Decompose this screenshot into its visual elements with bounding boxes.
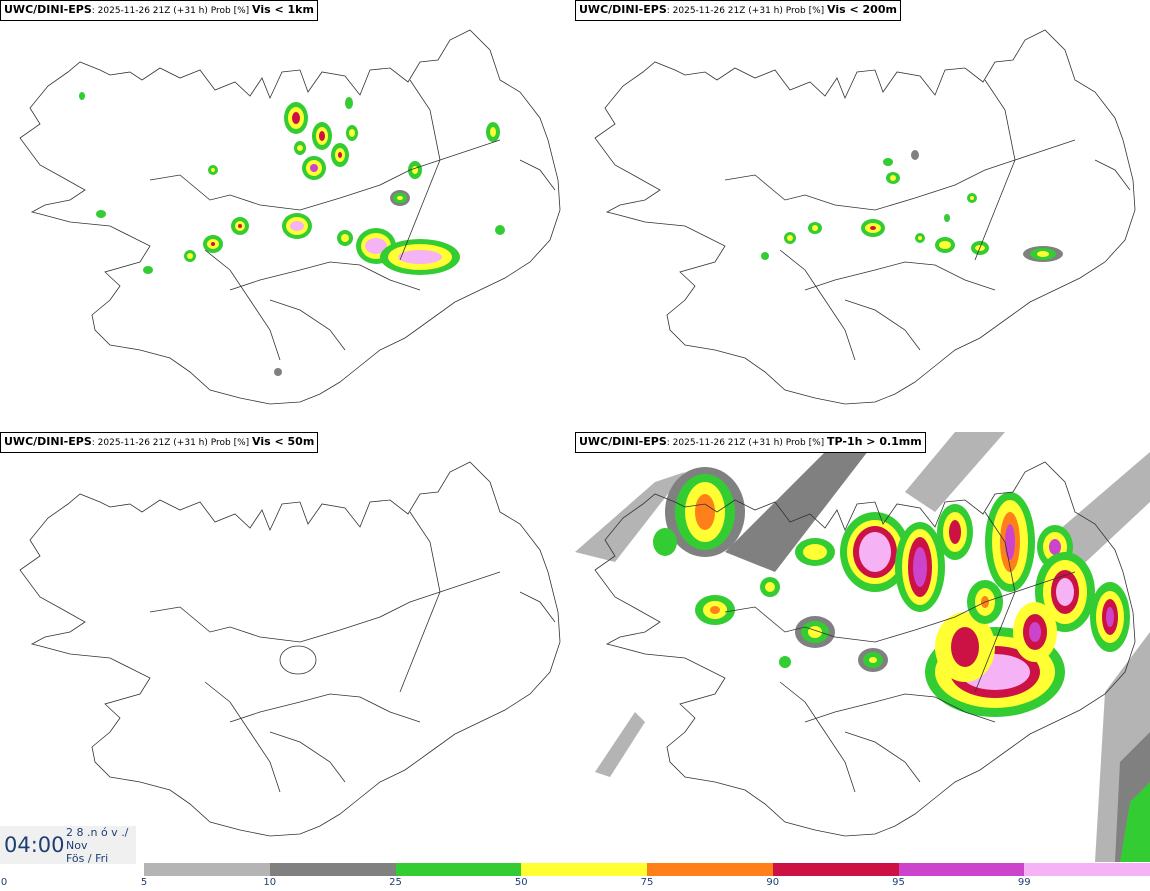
iceland-map bbox=[575, 432, 1150, 862]
map-panel-vis-50m: UWC/DINI-EPS: 2025-11-26 21Z (+31 h) Pro… bbox=[0, 432, 575, 864]
panel-title: UWC/DINI-EPS: 2025-11-26 21Z (+31 h) Pro… bbox=[0, 0, 318, 21]
panel-title: UWC/DINI-EPS: 2025-11-26 21Z (+31 h) Pro… bbox=[575, 0, 901, 21]
iceland-map bbox=[19, 461, 561, 837]
valid-time-clock: 04:00 bbox=[4, 833, 65, 857]
colorbar-segment bbox=[772, 863, 899, 876]
colorbar-tick-label: 95 bbox=[892, 877, 905, 888]
probability-blobs bbox=[761, 150, 1063, 262]
colorbar-ticks: 0 5 10 25 50 75 90 95 99 bbox=[0, 877, 1150, 891]
colorbar-tick-label: 75 bbox=[640, 877, 654, 888]
colorbar-segment bbox=[898, 863, 1025, 876]
map-panel-vis-1km: UWC/DINI-EPS: 2025-11-26 21Z (+31 h) Pro… bbox=[0, 0, 575, 432]
coastline bbox=[594, 461, 1136, 837]
coastline bbox=[594, 29, 1136, 405]
map-panel-tp-1h: UWC/DINI-EPS: 2025-11-26 21Z (+31 h) Pro… bbox=[575, 432, 1150, 864]
colorbar-tick-label: 90 bbox=[766, 877, 780, 888]
iceland-map bbox=[594, 29, 1136, 405]
iceland-map bbox=[19, 29, 561, 405]
panel-title: UWC/DINI-EPS: 2025-11-26 21Z (+31 h) Pro… bbox=[0, 432, 319, 453]
colorbar-segment bbox=[395, 863, 522, 876]
colorbar-tick-label: 10 bbox=[263, 877, 277, 888]
valid-date-text: 2 8 .n ó v ./ Nov Fös / Fri bbox=[66, 826, 129, 865]
map-panel-vis-200m: UWC/DINI-EPS: 2025-11-26 21Z (+31 h) Pro… bbox=[575, 0, 1150, 432]
probability-colorbar bbox=[144, 863, 1150, 876]
colorbar-segment bbox=[269, 863, 396, 876]
coastline bbox=[19, 29, 561, 405]
probability-blobs bbox=[575, 432, 1150, 862]
colorbar-segment bbox=[1024, 863, 1150, 876]
colorbar-tick-label: 5 bbox=[140, 877, 148, 888]
colorbar-tick-label: 25 bbox=[389, 877, 402, 888]
colorbar-tick-label: 0 bbox=[0, 877, 8, 888]
colorbar-segment bbox=[521, 863, 647, 876]
colorbar-segment bbox=[647, 863, 773, 876]
colorbar-tick-label: 99 bbox=[1017, 877, 1031, 888]
colorbar-tick-label: 50 bbox=[514, 877, 528, 888]
panel-title: UWC/DINI-EPS: 2025-11-26 21Z (+31 h) Pro… bbox=[575, 432, 926, 453]
coastline bbox=[19, 461, 561, 837]
probability-blobs bbox=[79, 92, 505, 376]
valid-time-box: 04:00 2 8 .n ó v ./ Nov Fös / Fri bbox=[0, 826, 136, 865]
colorbar-segment bbox=[144, 863, 270, 876]
